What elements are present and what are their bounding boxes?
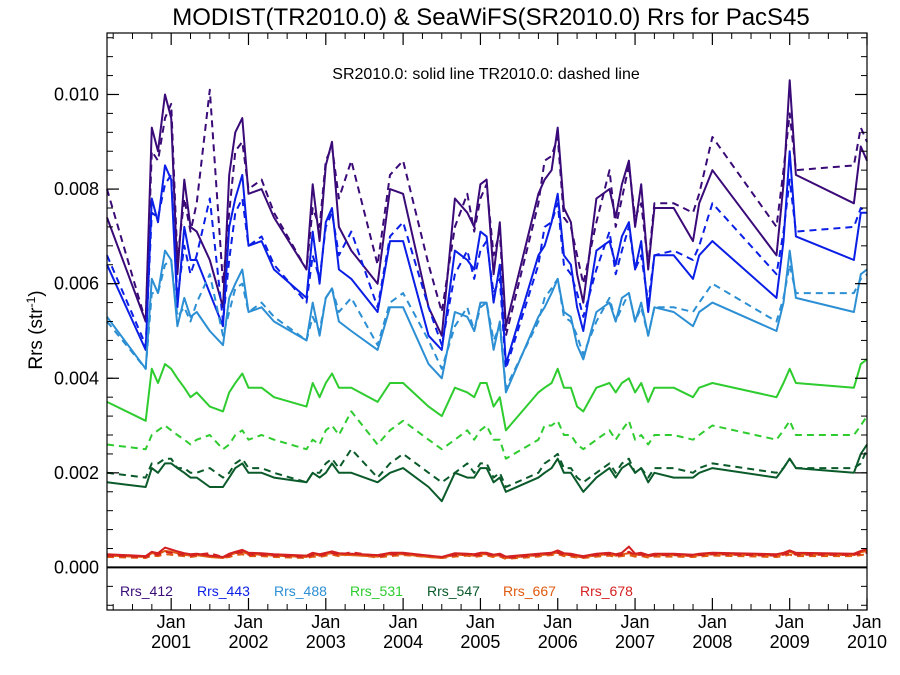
x-tick-year-label: 2004	[383, 632, 423, 652]
x-tick-month-label: Jan	[775, 612, 804, 632]
x-tick-year-label: 2008	[692, 632, 732, 652]
series-line-rrs-531-dashed	[106, 410, 868, 460]
y-tick-label: 0.002	[54, 463, 99, 483]
legend-entry: Rrs_547	[427, 583, 480, 599]
y-tick-label: 0.000	[54, 557, 99, 577]
series-line-rrs-667-dashed	[106, 553, 868, 560]
y-axis-label: Rrs (str-1)	[24, 290, 47, 369]
x-tick-year-label: 2005	[460, 632, 500, 652]
series-line-rrs-547-dashed	[106, 448, 868, 488]
legend-entry: Rrs_488	[274, 583, 327, 599]
y-axis: 0.000 0.002 0.004 0.006 0.008 0.010	[54, 37, 867, 606]
x-tick-year-label: 2009	[770, 632, 810, 652]
x-tick-year-label: 2010	[847, 632, 887, 652]
x-tick-year-label: 2001	[151, 632, 191, 652]
series-line-rrs-531-solid	[106, 358, 868, 432]
x-tick-month-label: Jan	[698, 612, 727, 632]
series-line-rrs-678-dashed	[106, 550, 868, 559]
legend-entry: Rrs_443	[197, 583, 250, 599]
chart-title: MODIST(TR2010.0) & SeaWiFS(SR2010.0) Rrs…	[172, 4, 810, 31]
x-tick-month-label: Jan	[621, 612, 650, 632]
x-tick-month-label: Jan	[466, 612, 495, 632]
series-line-rrs-488-dashed	[106, 259, 868, 389]
y-axis-label-main: Rrs (str	[26, 307, 47, 370]
x-tick-year-label: 2007	[615, 632, 655, 652]
series-line-rrs-443-dashed	[106, 173, 868, 370]
y-axis-label-sup: -1	[24, 296, 38, 307]
legend-entry: Rrs_667	[503, 583, 556, 599]
x-tick-year-label: 2002	[228, 632, 268, 652]
y-tick-label: 0.006	[54, 274, 99, 294]
series-line-rrs-412-solid	[106, 79, 868, 337]
x-axis: Jan2001Jan2002Jan2003Jan2004Jan2005Jan20…	[112, 33, 887, 652]
svg-text:Rrs (str-1): Rrs (str-1)	[24, 290, 47, 369]
plot-area	[106, 79, 868, 569]
y-tick-label: 0.004	[54, 368, 99, 388]
x-tick-month-label: Jan	[389, 612, 418, 632]
x-tick-month-label: Jan	[234, 612, 263, 632]
series-line-rrs-547-solid	[106, 443, 868, 503]
legend: Rrs_412 Rrs_443 Rrs_488 Rrs_531 Rrs_547 Rrs_6…	[120, 583, 633, 599]
x-tick-month-label: Jan	[157, 612, 186, 632]
x-tick-year-label: 2006	[538, 632, 578, 652]
series-line-rrs-678-solid	[106, 545, 868, 558]
legend-entry: Rrs_412	[120, 583, 173, 599]
y-tick-label: 0.010	[54, 84, 99, 104]
legend-entry: Rrs_531	[350, 583, 403, 599]
y-axis-label-close: )	[26, 290, 47, 296]
x-tick-month-label: Jan	[543, 612, 572, 632]
y-tick-label: 0.008	[54, 179, 99, 199]
x-tick-year-label: 2003	[306, 632, 346, 652]
x-tick-month-label: Jan	[852, 612, 881, 632]
legend-entry: Rrs_678	[580, 583, 633, 599]
line-style-annotation: SR2010.0: solid line TR2010.0: dashed li…	[332, 66, 640, 83]
x-tick-month-label: Jan	[311, 612, 340, 632]
